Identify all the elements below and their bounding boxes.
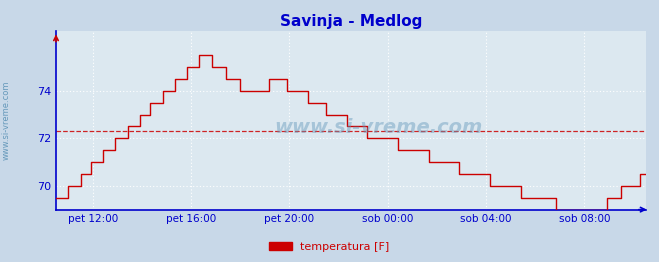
- Text: www.si-vreme.com: www.si-vreme.com: [274, 118, 482, 137]
- Title: Savinja - Medlog: Savinja - Medlog: [279, 14, 422, 29]
- Text: www.si-vreme.com: www.si-vreme.com: [2, 81, 11, 160]
- Legend: temperatura [F]: temperatura [F]: [265, 238, 394, 256]
